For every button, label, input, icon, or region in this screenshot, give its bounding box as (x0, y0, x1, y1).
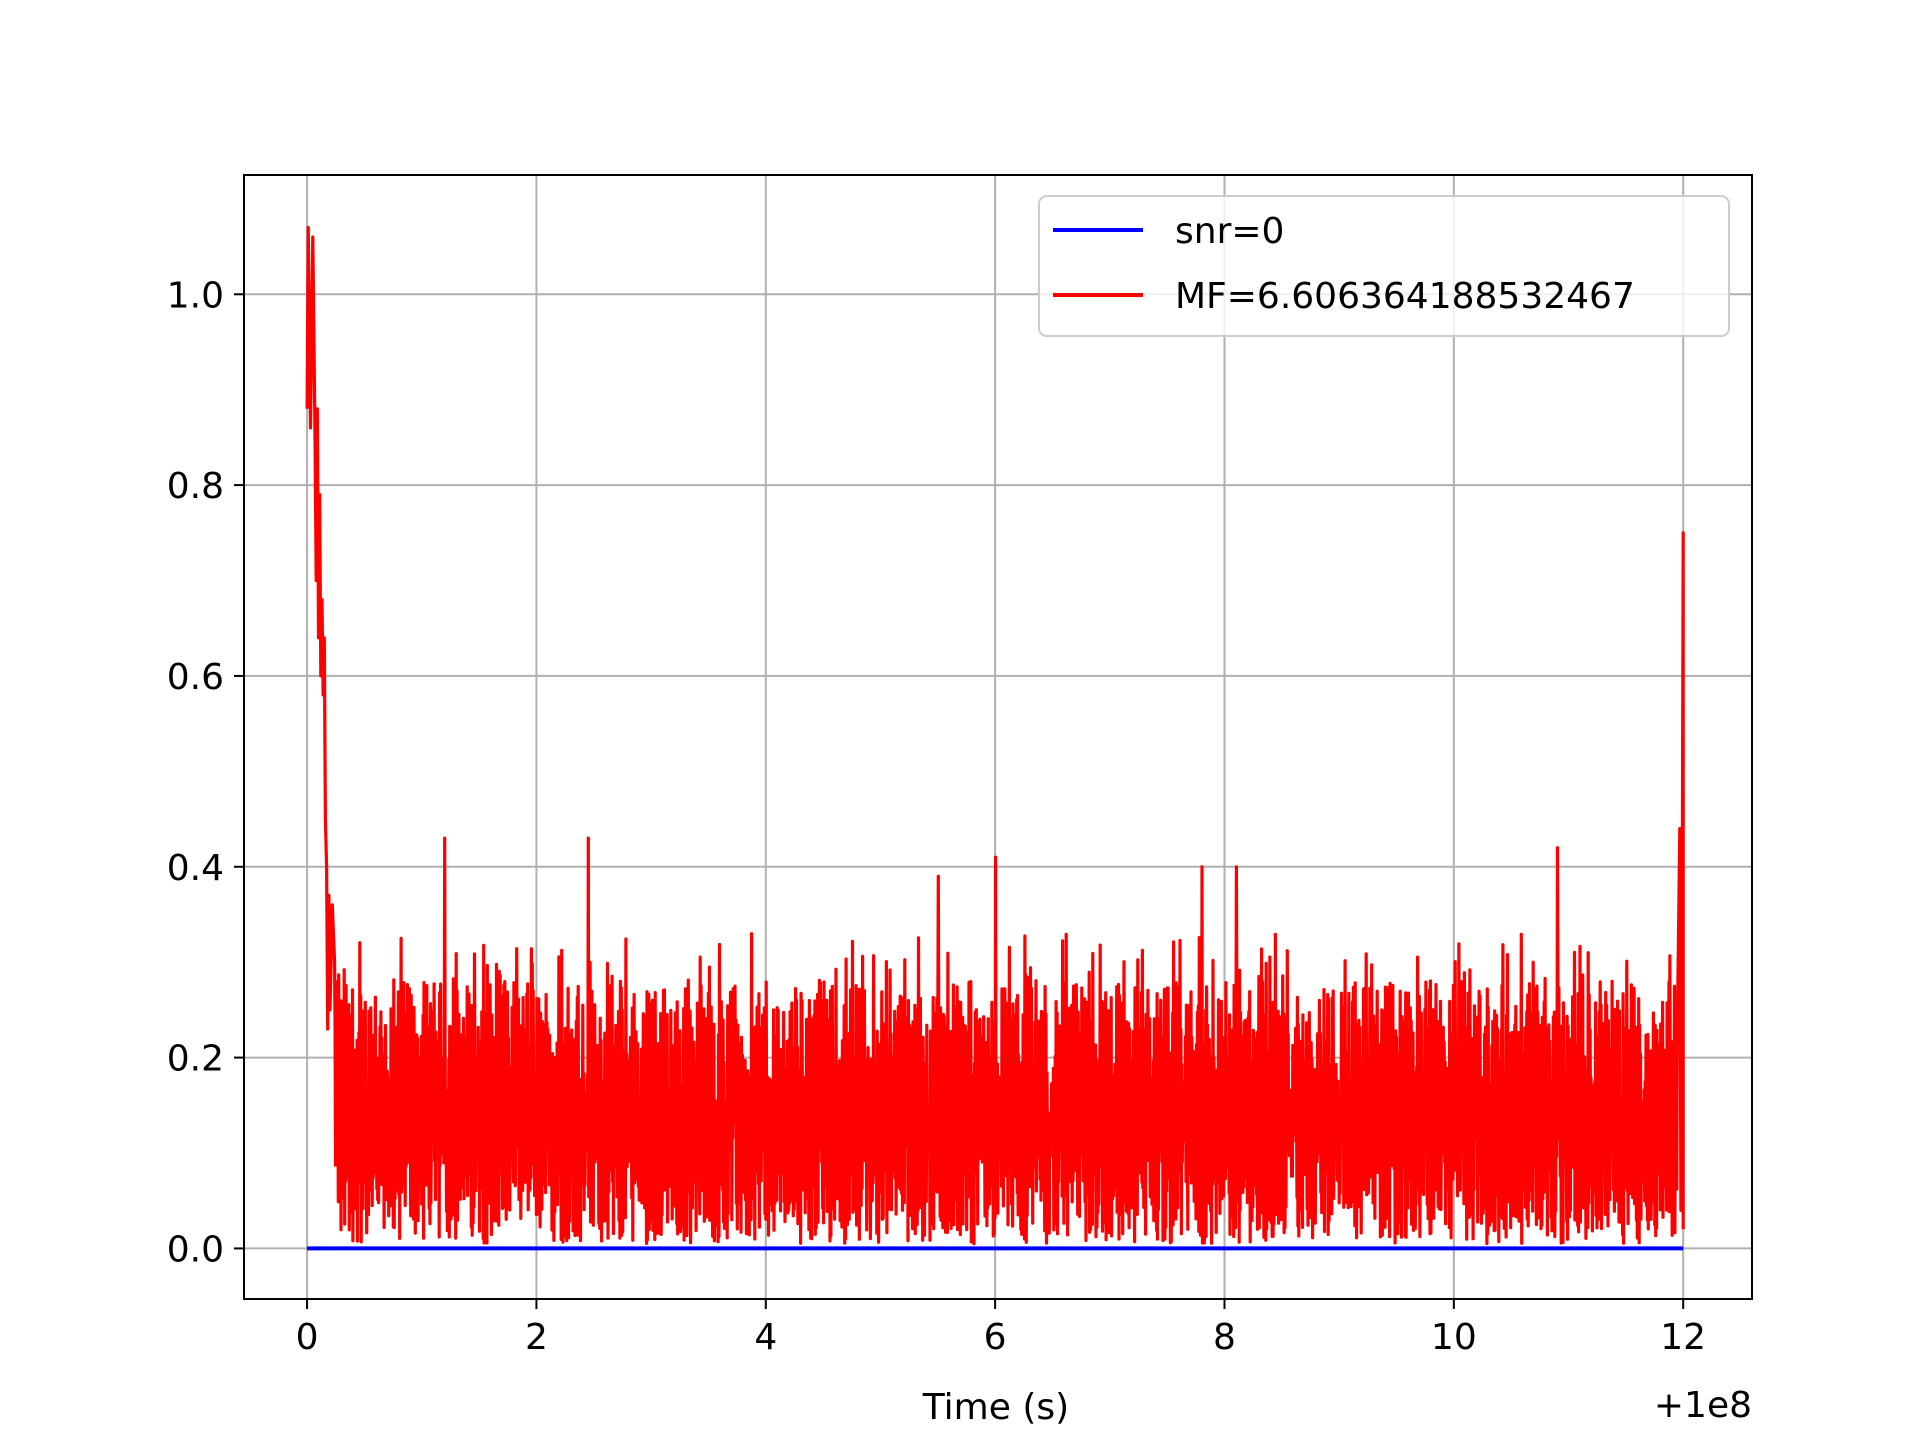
y-tick-label: 0.8 (167, 466, 224, 507)
x-tick-label: 12 (1660, 1317, 1706, 1358)
y-tick-label: 0.6 (167, 657, 224, 698)
legend: snr=0 MF=6.606364188532467 (1038, 195, 1730, 337)
plot-frame (243, 174, 1753, 1300)
y-tick-label: 1.0 (167, 275, 224, 316)
x-offset-label: +1e8 (1654, 1385, 1752, 1426)
y-tick-label: 0.4 (167, 848, 224, 889)
x-axis-label: Time (s) (922, 1387, 1069, 1428)
legend-label-snr: snr=0 (1175, 211, 1284, 252)
series-line-mf (305, 225, 1685, 1246)
x-tick-label: 10 (1431, 1317, 1477, 1358)
y-tick-label: 0.0 (167, 1229, 224, 1270)
x-tick-label: 4 (754, 1317, 777, 1358)
x-tick-label: 2 (525, 1317, 548, 1358)
x-tick-label: 6 (984, 1317, 1007, 1358)
x-tick-label: 8 (1213, 1317, 1236, 1358)
legend-label-mf: MF=6.606364188532467 (1175, 276, 1635, 317)
x-tick-label: 0 (296, 1317, 319, 1358)
y-tick-label: 0.2 (167, 1039, 224, 1080)
legend-box (1038, 195, 1730, 337)
